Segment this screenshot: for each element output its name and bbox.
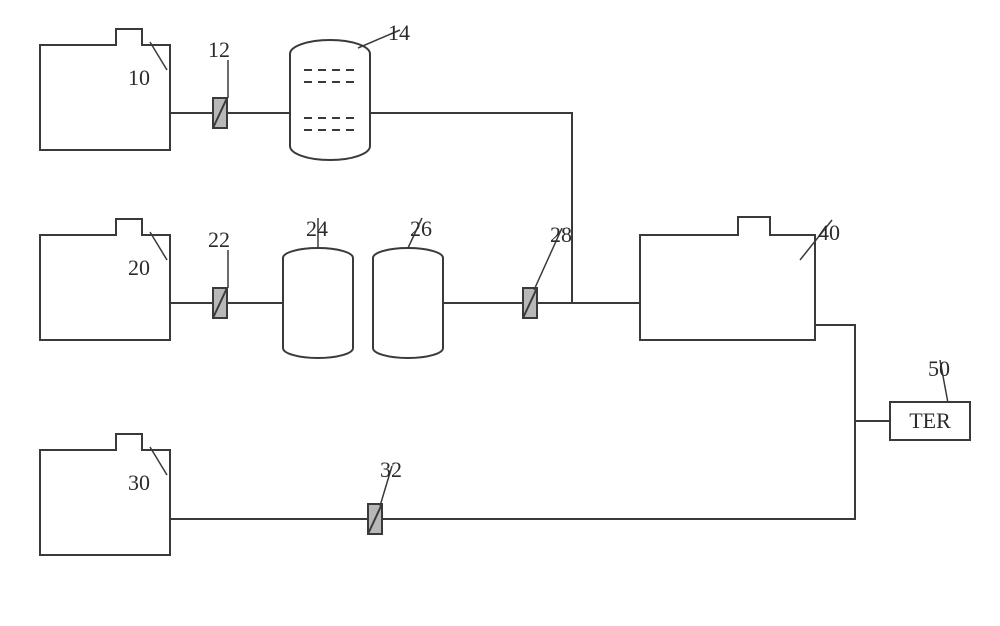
label-30: 30 bbox=[128, 470, 150, 495]
callout-30: 30 bbox=[128, 447, 167, 495]
label-32: 32 bbox=[380, 457, 402, 482]
callout-12: 12 bbox=[208, 37, 230, 98]
callout-32: 32 bbox=[380, 457, 402, 506]
label-10: 10 bbox=[128, 65, 150, 90]
valve-32 bbox=[363, 504, 387, 534]
vessel-24 bbox=[283, 248, 353, 358]
label-20: 20 bbox=[128, 255, 150, 280]
tank-40 bbox=[640, 217, 815, 340]
callout-28: 28 bbox=[534, 222, 572, 290]
label-40: 40 bbox=[818, 220, 840, 245]
ter-box-text: TER bbox=[909, 408, 951, 433]
callout-50: 50 bbox=[928, 356, 950, 403]
callout-24: 24 bbox=[306, 216, 328, 248]
label-24: 24 bbox=[306, 216, 328, 241]
valve-12 bbox=[208, 98, 232, 128]
label-22: 22 bbox=[208, 227, 230, 252]
tank-30 bbox=[40, 434, 170, 555]
label-14: 14 bbox=[388, 20, 410, 45]
pipe bbox=[382, 421, 890, 519]
callout-40: 40 bbox=[800, 220, 840, 260]
callout-22: 22 bbox=[208, 227, 230, 288]
callout-14: 14 bbox=[358, 20, 410, 48]
label-12: 12 bbox=[208, 37, 230, 62]
tank-20 bbox=[40, 219, 170, 340]
valve-28 bbox=[518, 288, 542, 318]
label-50: 50 bbox=[928, 356, 950, 381]
filter-14 bbox=[290, 40, 370, 160]
label-28: 28 bbox=[550, 222, 572, 247]
ter-box-50: TER bbox=[890, 402, 970, 440]
vessel-26 bbox=[373, 248, 443, 358]
pipe bbox=[815, 325, 855, 421]
callout-20: 20 bbox=[128, 232, 167, 280]
tank-10 bbox=[40, 29, 170, 150]
callout-26: 26 bbox=[408, 216, 432, 248]
callout-10: 10 bbox=[128, 42, 167, 90]
valve-22 bbox=[208, 288, 232, 318]
label-26: 26 bbox=[410, 216, 432, 241]
